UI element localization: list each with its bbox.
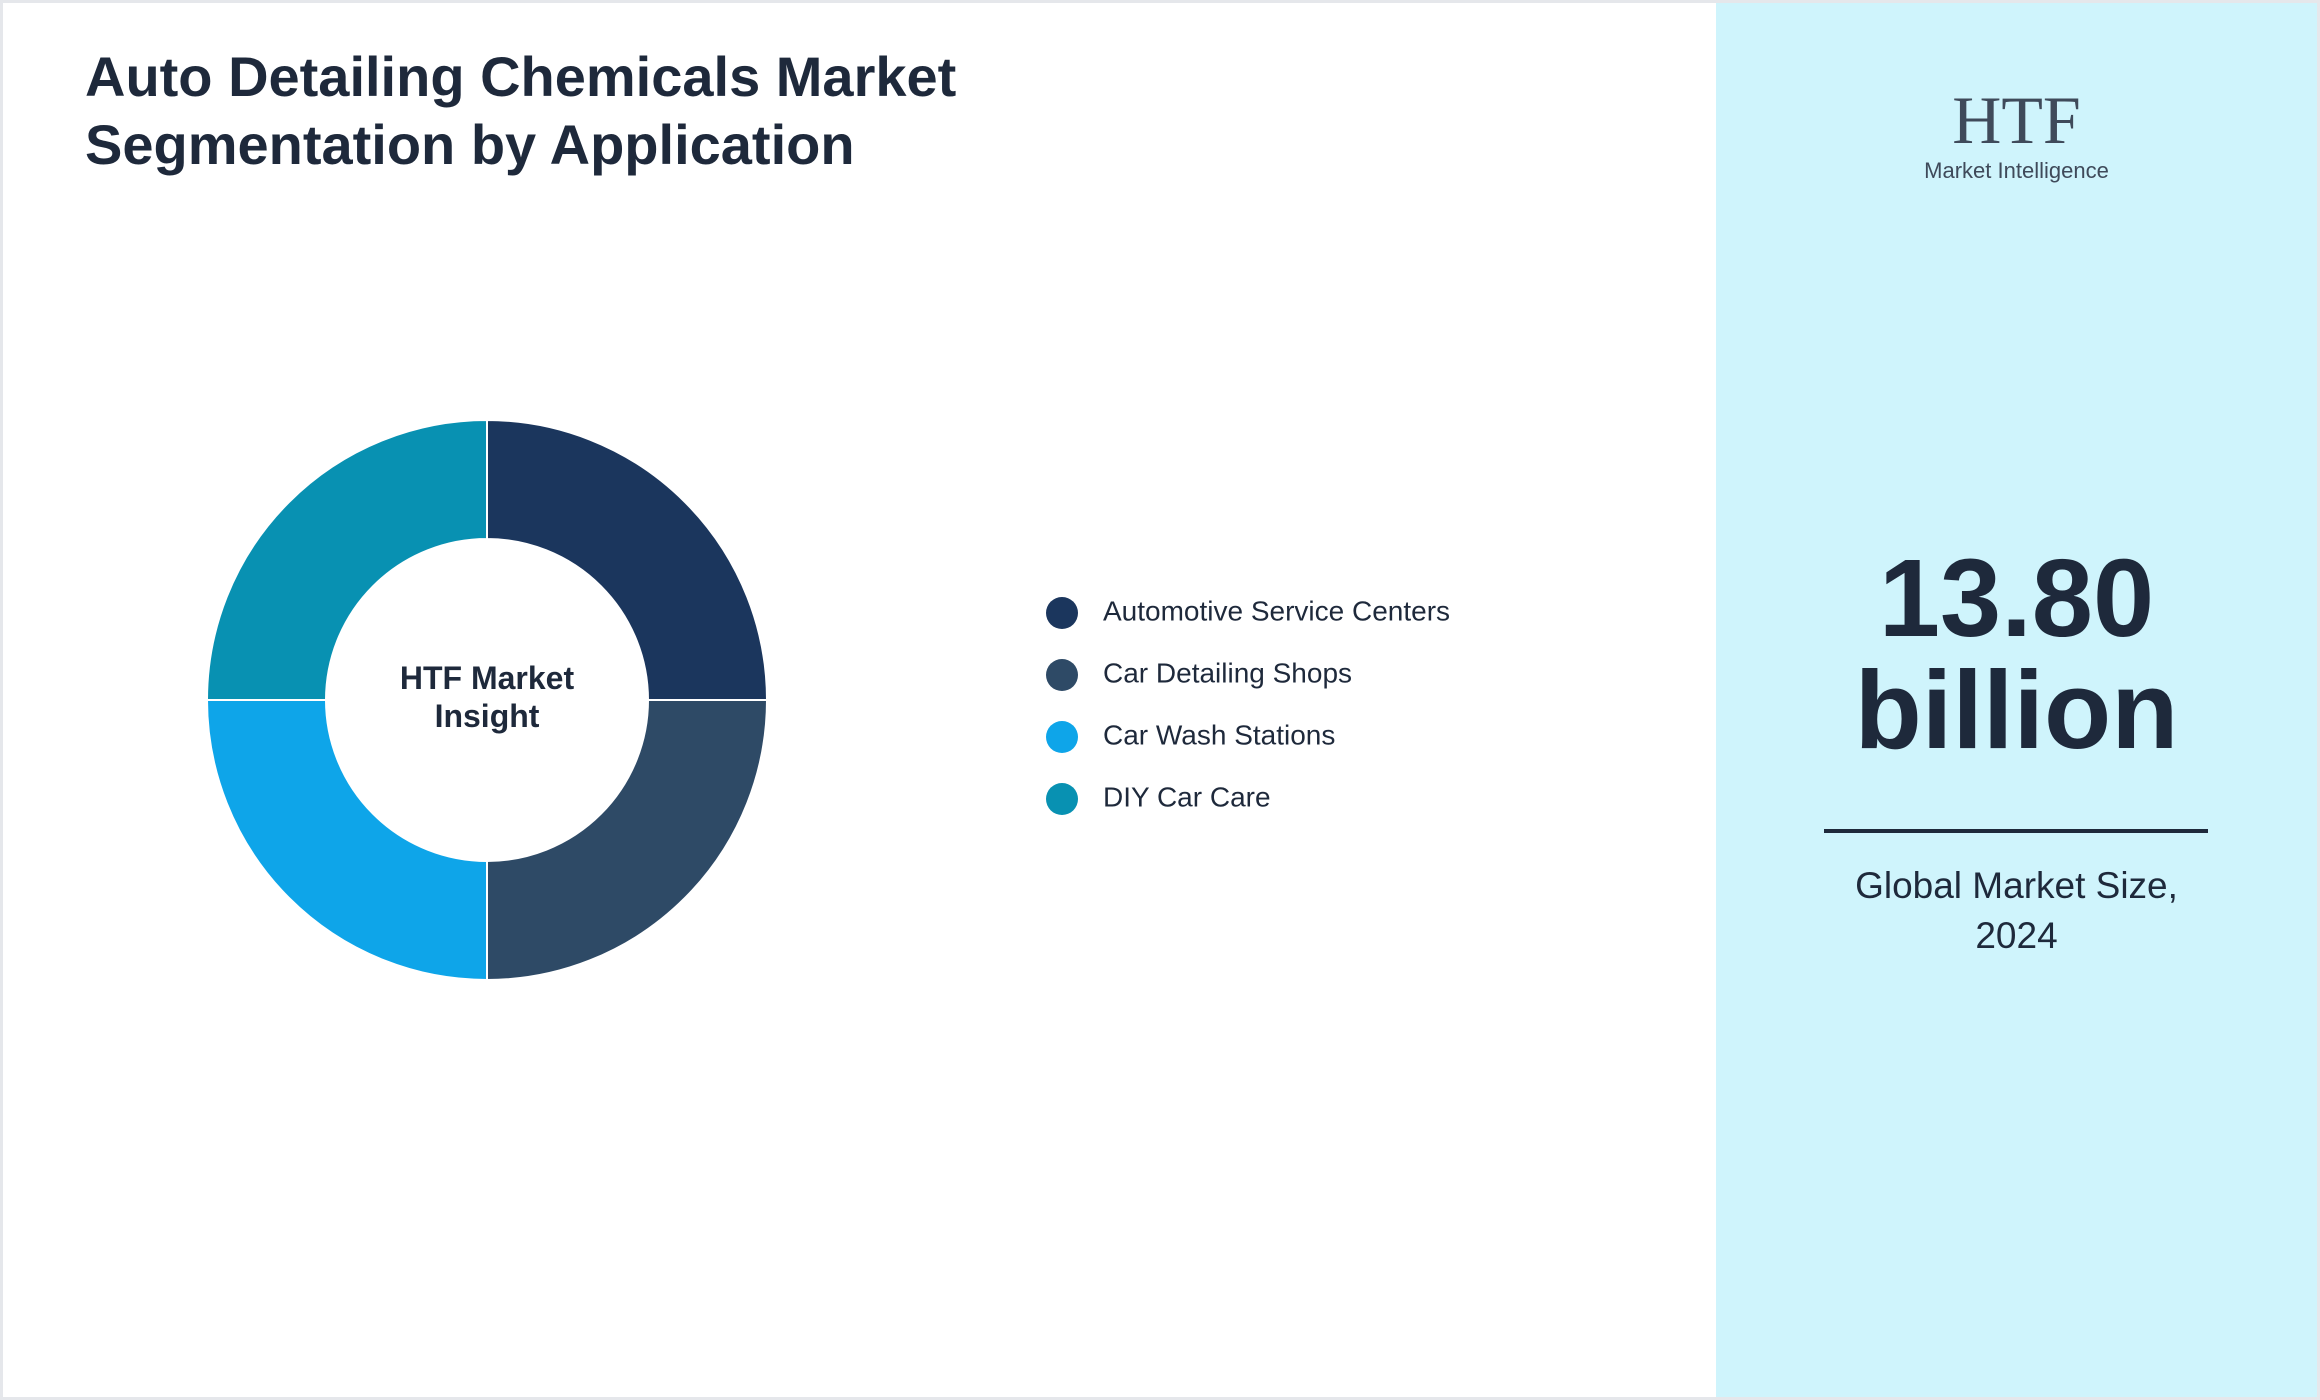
logo-subtext: Market Intelligence	[1924, 158, 2109, 183]
legend-swatch	[1046, 783, 1078, 815]
donut-segment	[205, 418, 488, 701]
market-size: 13.80 billion	[1854, 537, 2179, 772]
legend-label: Car Wash Stations	[1103, 719, 1335, 750]
legend-swatch	[1046, 597, 1078, 629]
legend-swatch	[1046, 659, 1078, 691]
divider	[1824, 829, 2208, 833]
donut-segment	[205, 699, 488, 982]
caption: Global Market Size, 2024	[1855, 865, 2178, 956]
legend-label: Automotive Service Centers	[1103, 595, 1450, 626]
chart-title: Auto Detailing Chemicals Market Segmenta…	[85, 45, 957, 176]
logo: HTF	[1952, 82, 2081, 158]
donut-segment	[486, 418, 769, 701]
legend-label: DIY Car Care	[1103, 781, 1271, 812]
legend-swatch	[1046, 721, 1078, 753]
legend-label: Car Detailing Shops	[1103, 657, 1352, 688]
side-panel: HTF Market Intelligence 13.80 billion Gl…	[1716, 3, 2317, 1397]
donut-segment	[486, 699, 769, 982]
center-label: HTF Market Insight	[400, 660, 575, 734]
chart: HTF Market Insight Automotive Service Cent…	[205, 418, 1450, 982]
